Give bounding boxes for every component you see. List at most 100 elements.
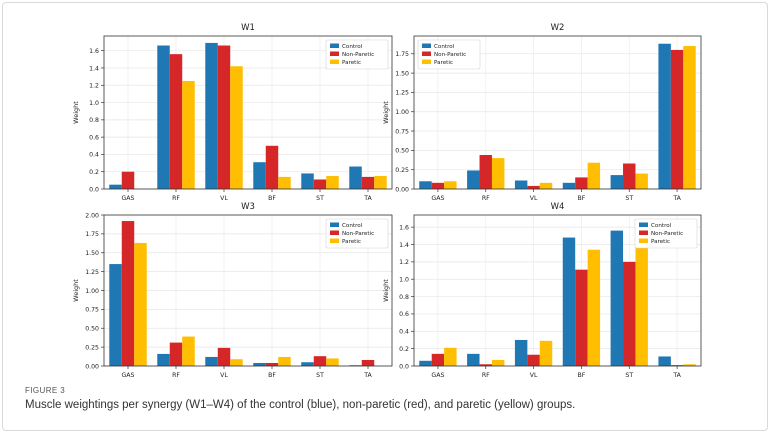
- bar-control-bf: [253, 162, 266, 189]
- x-tick-label: TA: [363, 372, 372, 379]
- bar-non-paretic-rf: [479, 364, 492, 366]
- legend-swatch-control: [422, 43, 431, 48]
- bar-control-gas: [109, 264, 122, 366]
- y-tick-label: 0.4: [89, 152, 99, 159]
- x-tick-label: GAS: [431, 195, 444, 202]
- y-tick-label: 1.50: [395, 70, 409, 77]
- y-tick-label: 0.75: [395, 128, 409, 135]
- y-tick-label: 1.75: [395, 51, 409, 58]
- bar-paretic-st: [326, 176, 339, 189]
- synergy-charts: 0.0 0.2 0.4 0.6 0.8 1.0 1.2 1.4 1.6 GAS RF VL BF ST TA…: [72, 23, 702, 379]
- y-tick-label: 0.6: [89, 134, 99, 141]
- legend-box: [634, 218, 698, 249]
- legend-swatch-paretic: [639, 238, 648, 243]
- bar-non-paretic-bf: [265, 145, 279, 189]
- y-tick-label: 1.0: [399, 277, 409, 284]
- y-tick-label: 1.00: [85, 288, 99, 295]
- x-tick-label: RF: [172, 195, 180, 202]
- legend-label: Paretic: [651, 239, 670, 245]
- bar-non-paretic-bf: [575, 269, 588, 366]
- bar-non-paretic-rf: [479, 155, 492, 189]
- legend-swatch-control: [639, 222, 648, 227]
- plot-frame: [103, 35, 393, 190]
- bar-non-paretic-ta: [361, 359, 375, 366]
- y-tick-label: 1.6: [399, 224, 409, 231]
- y-tick-label: 1.2: [399, 259, 409, 266]
- legend-box: [417, 39, 481, 70]
- figure-caption: Muscle weightings per synergy (W1–W4) of…: [25, 399, 576, 411]
- bar-control-rf: [467, 353, 480, 366]
- legend: Control Non-Paretic Paretic: [325, 218, 389, 249]
- legend-label: Paretic: [342, 60, 361, 66]
- x-tick-label: ST: [316, 372, 324, 379]
- bar-control-rf: [467, 170, 480, 189]
- bar-non-paretic-bf: [265, 362, 279, 366]
- chart-title: W4: [551, 202, 565, 212]
- bar-non-paretic-vl: [527, 354, 540, 366]
- bar-paretic-rf: [491, 359, 505, 366]
- chart-w1: 0.0 0.2 0.4 0.6 0.8 1.0 1.2 1.4 1.6 GAS RF VL BF ST TA…: [72, 23, 393, 202]
- bar-paretic-bf: [587, 249, 601, 366]
- chart-w3: 0.00 0.25 0.50 0.75 1.00 1.25 1.50 1.75 2.00 GAS R…: [72, 202, 393, 379]
- bar-control-ta: [658, 43, 671, 190]
- chart-title: W1: [241, 23, 255, 33]
- y-axis-label: Weight: [72, 279, 80, 302]
- legend-label: Paretic: [342, 239, 361, 245]
- bar-paretic-vl: [230, 359, 243, 366]
- legend-box: [325, 39, 389, 70]
- bar-paretic-bf: [278, 176, 291, 189]
- x-tick-label: RF: [482, 195, 490, 202]
- legend-swatch-paretic: [422, 59, 431, 64]
- bar-paretic-vl: [539, 340, 553, 366]
- x-tick-label: RF: [482, 372, 490, 379]
- x-tick-label: GAS: [122, 195, 135, 202]
- legend-label: Non-Paretic: [434, 52, 466, 58]
- y-tick-label: 0.25: [395, 167, 409, 174]
- bar-control-rf: [157, 353, 170, 366]
- legend-label: Control: [342, 44, 363, 50]
- y-tick-label: 0.50: [85, 326, 99, 333]
- x-tick-label: VL: [220, 372, 228, 379]
- legend-swatch-non-paretic: [639, 230, 648, 235]
- y-tick-label: 1.2: [89, 83, 99, 90]
- bar-control-st: [610, 230, 624, 366]
- y-tick-label: 1.00: [395, 109, 409, 116]
- bar-non-paretic-vl: [217, 347, 231, 366]
- bar-non-paretic-ta: [670, 49, 684, 190]
- bar-control-gas: [419, 181, 432, 189]
- x-tick-label: TA: [363, 195, 372, 202]
- legend-label: Control: [342, 223, 363, 229]
- y-tick-label: 0.8: [399, 294, 409, 301]
- y-tick-label: 0.6: [399, 311, 409, 318]
- bar-control-bf: [253, 362, 266, 366]
- bar-control-vl: [205, 42, 218, 189]
- x-tick-label: GAS: [431, 372, 444, 379]
- bar-non-paretic-vl: [217, 45, 231, 189]
- bar-control-vl: [514, 339, 528, 366]
- y-tick-label: 0.25: [85, 344, 99, 351]
- bar-control-bf: [562, 182, 576, 189]
- legend-box: [325, 218, 389, 249]
- bar-control-vl: [514, 180, 528, 189]
- x-tick-label: VL: [530, 195, 538, 202]
- bar-paretic-ta: [374, 176, 387, 189]
- bar-non-paretic-st: [623, 163, 636, 189]
- figure-label: FIGURE 3: [25, 386, 66, 395]
- chart-title: W2: [551, 23, 565, 33]
- chart-w2: 0.00 0.25 0.50 0.75 1.00 1.25 1.50 1.75 GAS RF VL B…: [382, 23, 702, 202]
- legend-label: Non-Paretic: [651, 231, 683, 237]
- x-tick-label: BF: [268, 372, 276, 379]
- bar-control-st: [301, 362, 314, 366]
- x-tick-label: TA: [672, 195, 681, 202]
- bar-paretic-gas: [134, 242, 147, 366]
- bar-non-paretic-ta: [361, 176, 375, 189]
- x-tick-label: ST: [625, 195, 633, 202]
- bar-paretic-vl: [230, 66, 243, 189]
- x-tick-label: GAS: [122, 372, 135, 379]
- y-tick-label: 0.00: [395, 186, 409, 193]
- bar-paretic-rf: [182, 336, 195, 366]
- bar-paretic-bf: [587, 162, 601, 189]
- bar-paretic-bf: [278, 356, 291, 366]
- y-tick-label: 0.75: [85, 307, 99, 314]
- x-tick-label: BF: [578, 372, 586, 379]
